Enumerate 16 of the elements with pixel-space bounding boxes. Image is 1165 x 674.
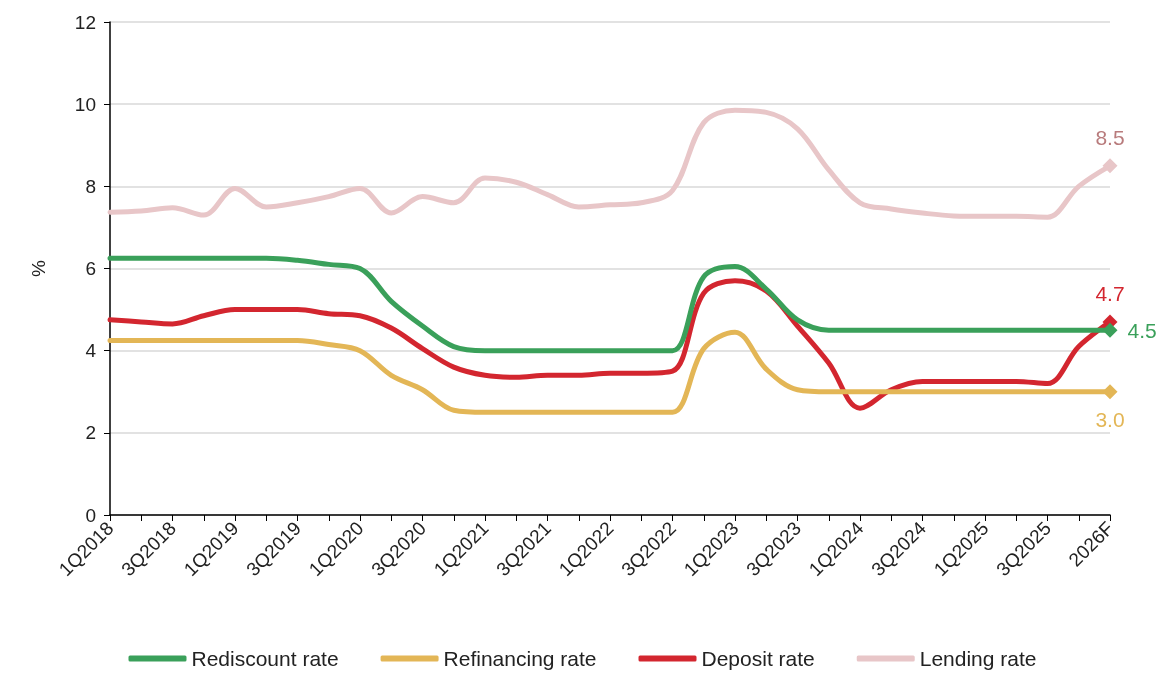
data-label: 4.7 [1095,282,1125,306]
y-tick-label: 8 [85,175,96,197]
legend-label: Refinancing rate [443,647,597,670]
legend-label: Deposit rate [701,647,815,670]
legend-label: Rediscount rate [191,647,339,670]
data-label: 4.5 [1127,318,1157,342]
y-axis-title: % [28,259,49,277]
data-label: 3.0 [1095,408,1125,432]
legend-label: Lending rate [919,647,1037,670]
y-tick-label: 10 [74,93,96,115]
y-tick-label: 6 [85,258,96,279]
y-tick-label: 12 [74,11,96,33]
y-tick-label: 2 [85,422,96,444]
y-tick-label: 4 [85,340,97,362]
y-tick-label: 0 [85,504,96,526]
data-label: 8.5 [1095,126,1125,150]
